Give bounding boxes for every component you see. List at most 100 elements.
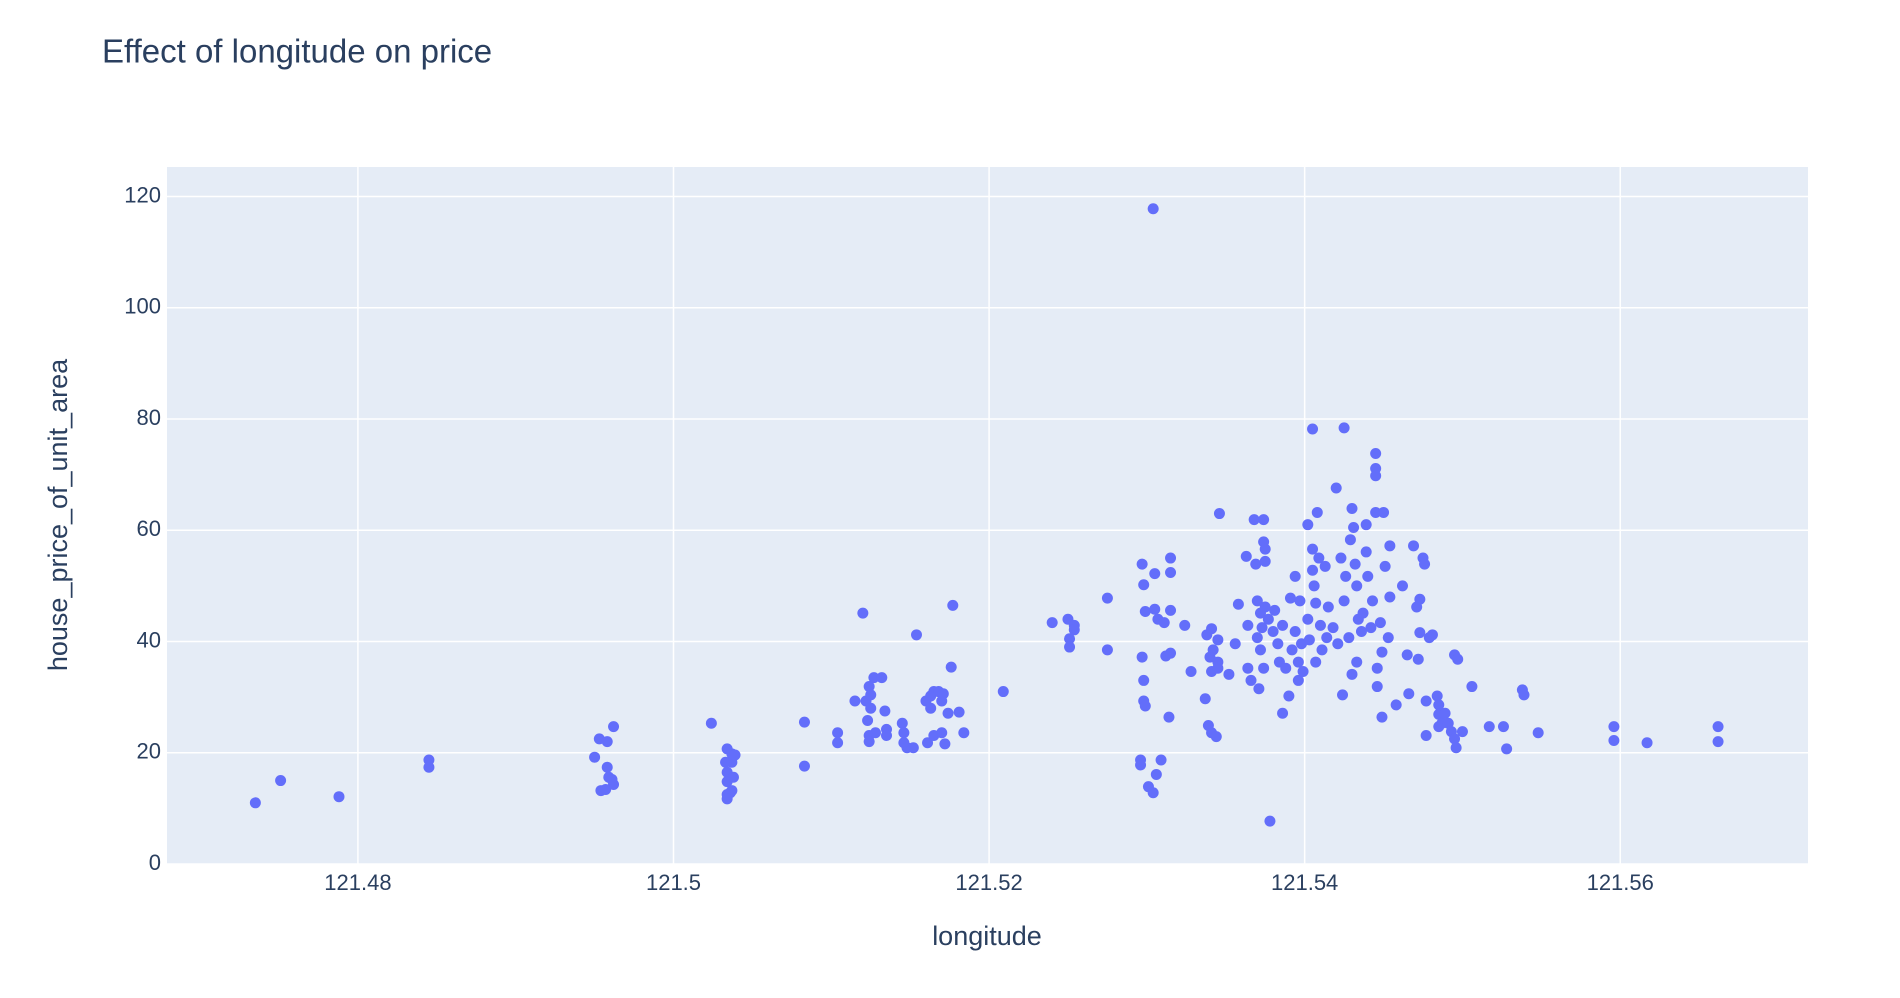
point bbox=[1346, 503, 1358, 515]
point bbox=[1450, 742, 1462, 754]
point bbox=[1280, 662, 1292, 674]
y-tick-label: 40 bbox=[137, 627, 161, 652]
point bbox=[849, 695, 861, 707]
point bbox=[1139, 605, 1151, 617]
point bbox=[1374, 617, 1386, 629]
point bbox=[1376, 711, 1388, 723]
point bbox=[1456, 726, 1468, 738]
point bbox=[1351, 656, 1363, 668]
x-tick-label: 121.52 bbox=[955, 870, 1022, 895]
point bbox=[1138, 674, 1150, 686]
point bbox=[1316, 644, 1328, 656]
point bbox=[862, 714, 874, 726]
point bbox=[1414, 627, 1426, 639]
point bbox=[881, 730, 893, 742]
point bbox=[1360, 546, 1372, 558]
point bbox=[1289, 570, 1301, 582]
point bbox=[1396, 580, 1408, 592]
point bbox=[1286, 644, 1298, 656]
point bbox=[1532, 727, 1544, 739]
point bbox=[1135, 759, 1147, 771]
point bbox=[925, 702, 937, 714]
point bbox=[721, 793, 733, 805]
point bbox=[1384, 540, 1396, 552]
point bbox=[1322, 601, 1334, 613]
point bbox=[1179, 619, 1191, 631]
point bbox=[589, 751, 601, 763]
point bbox=[1466, 681, 1478, 693]
point bbox=[1303, 634, 1315, 646]
point bbox=[729, 749, 741, 761]
point bbox=[1207, 644, 1219, 656]
point bbox=[997, 686, 1009, 698]
point bbox=[1251, 632, 1263, 644]
point bbox=[1319, 560, 1331, 572]
point bbox=[1365, 622, 1377, 634]
point bbox=[1267, 625, 1279, 637]
point bbox=[1223, 668, 1235, 680]
point bbox=[1294, 595, 1306, 607]
point bbox=[798, 716, 810, 728]
point bbox=[922, 737, 934, 749]
point bbox=[1259, 601, 1271, 613]
point bbox=[1259, 555, 1271, 567]
point bbox=[1101, 592, 1113, 604]
point bbox=[1408, 540, 1420, 552]
point bbox=[1258, 514, 1270, 526]
point bbox=[1371, 681, 1383, 693]
point bbox=[1297, 666, 1309, 678]
point bbox=[1346, 668, 1358, 680]
point bbox=[1641, 737, 1653, 749]
point bbox=[1212, 634, 1224, 646]
x-tick-label: 121.48 bbox=[324, 870, 391, 895]
point bbox=[1357, 607, 1369, 619]
point bbox=[1292, 656, 1304, 668]
point bbox=[1232, 598, 1244, 610]
point bbox=[1206, 623, 1218, 635]
point bbox=[1442, 717, 1454, 729]
point bbox=[832, 737, 844, 749]
point bbox=[1307, 543, 1319, 555]
x-tick-label: 121.54 bbox=[1271, 870, 1338, 895]
point bbox=[1240, 550, 1252, 562]
point bbox=[1419, 558, 1431, 570]
point bbox=[1330, 482, 1342, 494]
point bbox=[868, 672, 880, 684]
point bbox=[1332, 638, 1344, 650]
point bbox=[1064, 633, 1076, 645]
point bbox=[958, 727, 970, 739]
y-tick-label: 20 bbox=[137, 739, 161, 764]
point bbox=[1378, 506, 1390, 518]
point bbox=[1311, 506, 1323, 518]
point bbox=[333, 791, 345, 803]
point bbox=[1165, 552, 1177, 564]
point bbox=[1370, 447, 1382, 459]
point bbox=[898, 727, 910, 739]
point bbox=[907, 742, 919, 754]
point bbox=[1313, 552, 1325, 564]
point bbox=[600, 783, 612, 795]
point bbox=[1390, 699, 1402, 711]
point bbox=[1242, 662, 1254, 674]
point bbox=[1314, 619, 1326, 631]
point bbox=[865, 689, 877, 701]
point bbox=[1384, 591, 1396, 603]
y-tick-label: 80 bbox=[137, 405, 161, 430]
point bbox=[857, 607, 869, 619]
point bbox=[1376, 646, 1388, 658]
point bbox=[608, 721, 620, 733]
point bbox=[832, 727, 844, 739]
chart-title: Effect of longitude on price bbox=[102, 33, 492, 70]
point bbox=[1308, 580, 1320, 592]
point bbox=[863, 736, 875, 748]
point bbox=[1362, 570, 1374, 582]
point bbox=[1483, 721, 1495, 733]
point bbox=[1272, 638, 1284, 650]
point bbox=[1248, 514, 1260, 526]
point bbox=[1307, 564, 1319, 576]
y-tick-label: 100 bbox=[124, 294, 161, 319]
point bbox=[937, 688, 949, 700]
point bbox=[705, 717, 717, 729]
point bbox=[1348, 521, 1360, 533]
